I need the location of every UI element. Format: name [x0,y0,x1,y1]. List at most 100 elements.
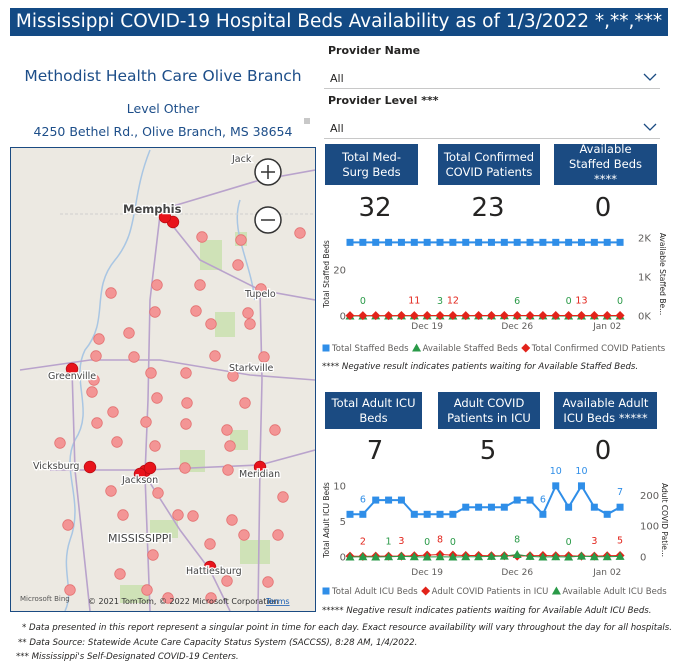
marker-square [359,238,367,246]
y2-axis-title: Adult COVID Patie... [660,483,669,557]
marker-triangle [576,551,586,560]
marker-triangle [345,552,355,561]
y2-tick-label: 200 [640,491,659,502]
marker-square [603,510,611,518]
marker-square [462,503,470,511]
filter-label: Provider Name [328,44,421,57]
city-label: Tupelo [244,289,276,300]
hospital-dot [172,509,184,521]
kpi-value: 5 [479,436,497,466]
map-terms[interactable]: Terms [265,597,290,606]
marker-square [462,238,470,246]
map[interactable]: Microsoft Bing © 2021 TomTom, © 2022 Mic… [11,148,315,611]
kpi-card: Adult COVID Patients in ICU [438,392,540,429]
y2-tick-label: 1K [638,272,651,283]
hospital-dot-selected [143,461,157,475]
y-tick-label: 20 [333,265,346,276]
city-label: Jack [231,154,252,165]
data-label: 7 [617,487,623,498]
marker-square [616,238,624,246]
marker-triangle [461,552,471,561]
dropdown-chevron[interactable] [643,123,657,131]
x-tick-label: Dec 26 [501,568,533,578]
data-label: 8 [437,535,443,546]
hospital-dot [239,397,251,409]
facility-level: Level Other [126,101,200,116]
marker-triangle [384,552,394,561]
marker-square [526,238,534,246]
hospital-dot [258,351,270,363]
city-label: Meridian [239,469,280,480]
kpi-value: 32 [358,193,392,223]
data-label: 2 [360,536,366,547]
filter-dropdown[interactable]: All [324,117,660,139]
marker-diamond [602,310,612,320]
city-label: Starkville [229,363,274,374]
x-tick-label: Jan 02 [592,568,621,578]
page-title: Mississippi COVID-19 Hospital Beds Avail… [10,8,668,36]
data-label: 6 [540,494,546,505]
marker-triangle [615,551,625,560]
hospital-dot [151,279,163,291]
chart-note: **** Negative result indicates patients … [322,362,639,372]
dropdown-chevron[interactable] [643,73,657,81]
marker-square [423,510,431,518]
kpi-value: 23 [471,193,505,223]
resize-handle [304,118,310,124]
legend-marker [322,344,330,352]
zoom-controls[interactable] [254,158,282,234]
marker-square [513,496,521,504]
data-label: 0 [566,296,572,307]
data-label: 3 [437,296,443,307]
filter-dropdown[interactable]: All [324,67,660,89]
city-label: Greenville [48,371,96,382]
y-tick-label: 0 [340,312,346,323]
marker-triangle [396,551,406,560]
hospital-dot [180,418,192,430]
hospital-dot [145,367,157,379]
data-label: 0 [360,296,366,307]
marker-square [346,238,354,246]
marker-square [603,238,611,246]
data-label: 0 [617,296,623,307]
data-label: 11 [408,296,420,307]
hospital-dot [107,406,119,418]
legend-label: Total Confirmed COVID Patients [531,344,666,354]
kpi-card: Total Med-Surg Beds [325,144,418,185]
hospital-dot [205,318,217,330]
hospital-dot [64,584,76,596]
series-line [349,554,621,558]
kpi-value: 0 [594,193,612,223]
marker-square [372,496,380,504]
marker-square [475,238,483,246]
data-label: 0 [424,537,430,548]
y-tick-label: 10 [333,481,346,492]
marker-square [487,238,495,246]
data-label: 10 [575,466,587,477]
y-tick-label: 5 [340,517,346,528]
footnote: * Data presented in this report represen… [22,623,672,633]
marker-triangle [512,550,522,559]
marker-diamond [576,310,586,320]
marker-diamond [589,311,599,321]
hospital-dot [149,440,161,452]
marker-square [500,503,508,511]
marker-square [577,482,585,490]
marker-diamond [358,311,368,321]
marker-diamond [551,311,561,321]
hospital-dot [255,283,267,295]
x-tick-label: Dec 26 [501,322,533,332]
marker-square [436,238,444,246]
marker-triangle [474,552,484,561]
hospital-dot [179,462,191,474]
data-label: 5 [617,535,623,546]
hospital-dot-selected [65,362,79,376]
marker-square [565,503,573,511]
city-label: Vicksburg [33,461,79,472]
marker-diamond [409,311,419,321]
marker-diamond [615,311,625,321]
kpi-card: Total Confirmed COVID Patients [438,144,540,185]
data-label: 1 [386,537,392,548]
kpi-card: Available Adult ICU Beds ***** [554,392,657,429]
